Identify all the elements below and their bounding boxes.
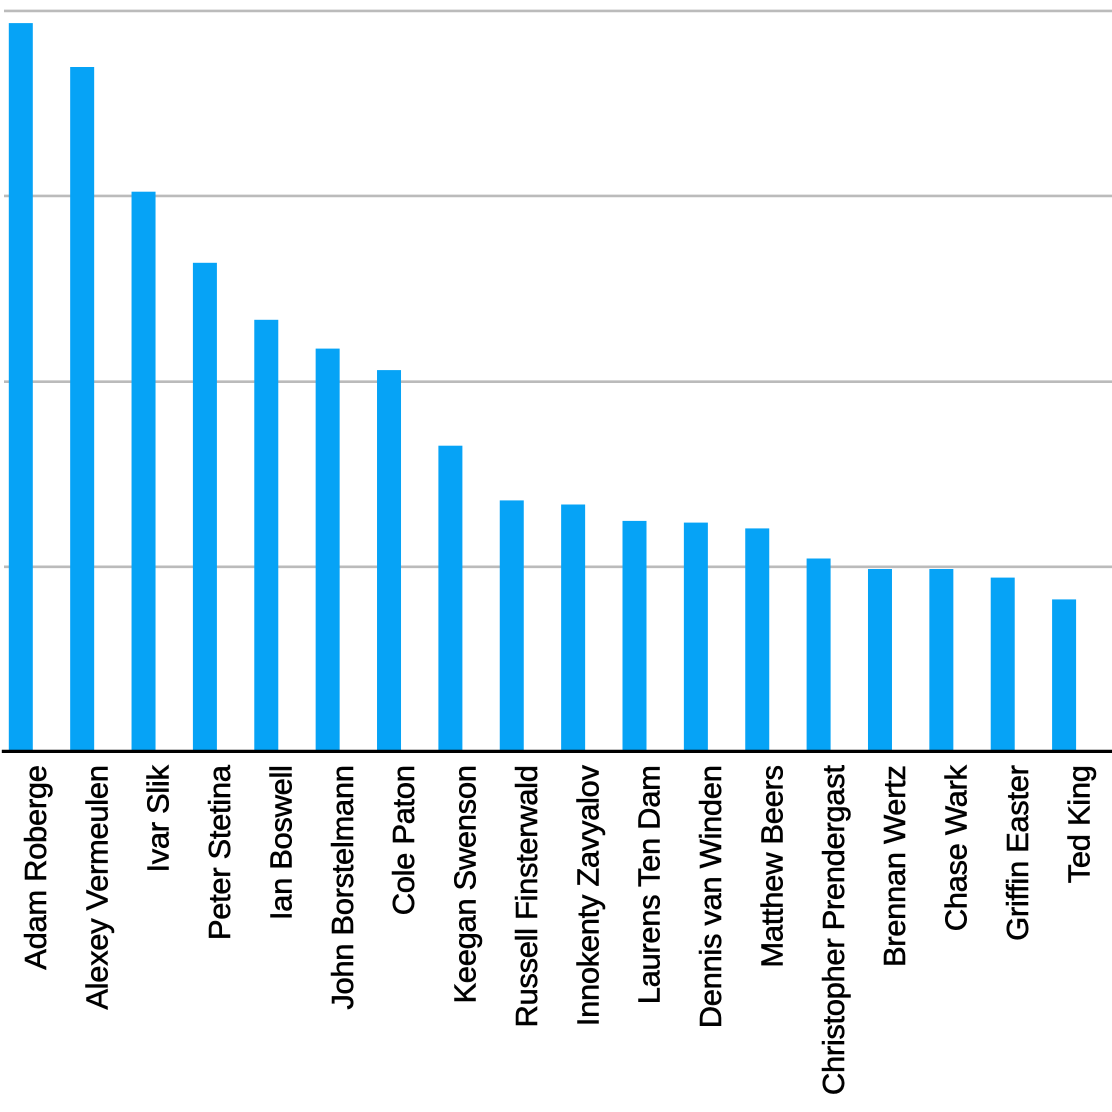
svg-text:Dennis van Winden: Dennis van Winden — [693, 765, 728, 1028]
svg-text:Ian Boswell: Ian Boswell — [263, 765, 298, 920]
svg-text:Ted King: Ted King — [1061, 765, 1096, 883]
svg-text:Brennan Wertz: Brennan Wertz — [877, 765, 912, 967]
svg-text:Peter Stetina: Peter Stetina — [202, 764, 237, 940]
svg-text:Keegan Swenson: Keegan Swenson — [448, 765, 483, 1003]
svg-text:Griffin Easter: Griffin Easter — [1000, 765, 1035, 940]
svg-text:Adam Roberge: Adam Roberge — [18, 765, 53, 969]
svg-text:Matthew Beers: Matthew Beers — [754, 765, 789, 967]
svg-text:Ivar Slik: Ivar Slik — [141, 765, 176, 873]
svg-text:Innokenty Zavyalov: Innokenty Zavyalov — [570, 765, 605, 1027]
svg-text:Cole Paton: Cole Paton — [386, 765, 421, 915]
svg-text:John Borstelmann: John Borstelmann — [325, 765, 360, 1009]
svg-text:Laurens Ten Dam: Laurens Ten Dam — [632, 765, 667, 1004]
svg-text:Christopher Prendergast: Christopher Prendergast — [816, 765, 851, 1095]
svg-text:Alexey Vermeulen: Alexey Vermeulen — [79, 765, 114, 1009]
svg-text:Chase Wark: Chase Wark — [939, 765, 974, 932]
svg-text:Russell Finsterwald: Russell Finsterwald — [509, 765, 544, 1027]
